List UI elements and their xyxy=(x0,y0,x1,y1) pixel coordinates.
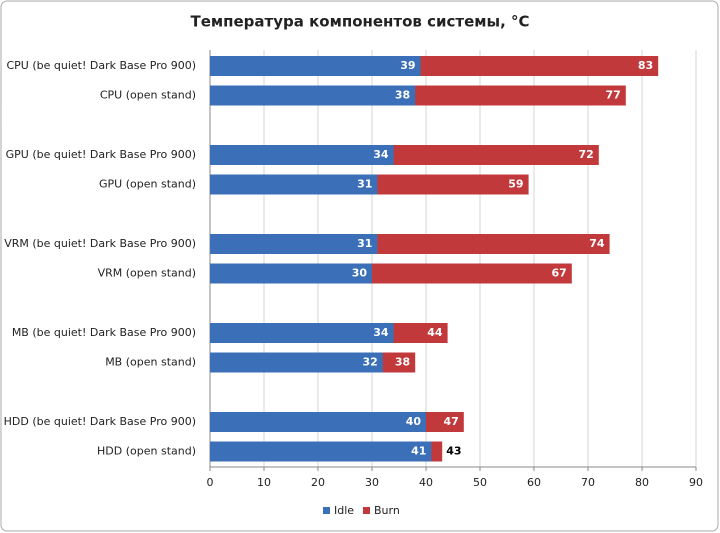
y-tick-label: VRM (be quiet! Dark Base Pro 900) xyxy=(4,237,196,250)
x-tick-label: 90 xyxy=(689,476,703,489)
x-tick-label: 80 xyxy=(635,476,649,489)
value-label: 83 xyxy=(638,59,653,72)
y-tick-label: CPU (be quiet! Dark Base Pro 900) xyxy=(6,59,196,72)
value-label: 30 xyxy=(352,267,368,280)
x-tick-label: 20 xyxy=(311,476,325,489)
y-tick-label: HDD (be quiet! Dark Base Pro 900) xyxy=(4,415,196,428)
legend-label: Burn xyxy=(374,504,400,517)
value-label: 34 xyxy=(373,148,389,161)
bar xyxy=(210,323,394,343)
bar xyxy=(210,412,426,432)
x-tick-label: 60 xyxy=(527,476,541,489)
value-label: 59 xyxy=(508,178,523,191)
bar xyxy=(210,352,383,373)
x-tick-label: 50 xyxy=(473,476,487,489)
y-tick-label: MB (be quiet! Dark Base Pro 900) xyxy=(12,326,196,339)
legend-swatch xyxy=(363,507,370,514)
value-label: 32 xyxy=(362,356,377,369)
value-label: 31 xyxy=(357,178,372,191)
legend-label: Idle xyxy=(334,504,354,517)
value-label: 43 xyxy=(446,445,461,458)
value-label: 47 xyxy=(443,415,458,428)
value-label: 38 xyxy=(395,356,410,369)
y-tick-label: MB (open stand) xyxy=(105,356,196,369)
value-label: 72 xyxy=(578,148,593,161)
bar xyxy=(210,145,394,165)
bar xyxy=(210,174,378,195)
y-tick-label: GPU (be quiet! Dark Base Pro 900) xyxy=(6,148,196,161)
value-label: 34 xyxy=(373,326,389,339)
value-label: 40 xyxy=(406,415,422,428)
y-tick-label: VRM (open stand) xyxy=(98,267,196,280)
bar xyxy=(210,56,421,76)
y-tick-label: GPU (open stand) xyxy=(99,178,196,191)
x-tick-label: 10 xyxy=(257,476,271,489)
value-label: 41 xyxy=(411,445,426,458)
bar xyxy=(210,441,432,462)
bar xyxy=(210,85,416,106)
legend-swatch xyxy=(323,507,330,514)
y-tick-label: CPU (open stand) xyxy=(100,89,196,102)
x-tick-label: 40 xyxy=(419,476,433,489)
bar xyxy=(210,263,372,284)
value-label: 67 xyxy=(551,267,566,280)
value-label: 77 xyxy=(605,89,620,102)
value-label: 44 xyxy=(427,326,443,339)
x-tick-label: 30 xyxy=(365,476,379,489)
x-tick-label: 70 xyxy=(581,476,595,489)
value-label: 39 xyxy=(400,59,415,72)
value-label: 38 xyxy=(395,89,410,102)
value-label: 31 xyxy=(357,237,372,250)
value-label: 74 xyxy=(589,237,605,250)
y-tick-label: HDD (open stand) xyxy=(97,445,196,458)
chart-title: Температура компонентов системы, °C xyxy=(190,13,529,31)
bar xyxy=(210,234,378,254)
x-tick-label: 0 xyxy=(207,476,214,489)
